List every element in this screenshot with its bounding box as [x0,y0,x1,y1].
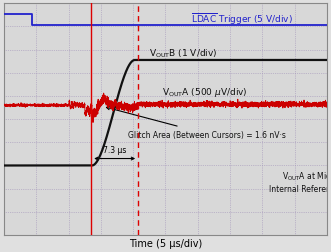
Text: V$_{\mathrm{OUT}}$B (1 V/div): V$_{\mathrm{OUT}}$B (1 V/div) [149,48,218,60]
Text: $\overline{\mathrm{LDAC}}$ Trigger (5 V/div): $\overline{\mathrm{LDAC}}$ Trigger (5 V/… [191,12,293,27]
Text: 7.3 μs: 7.3 μs [103,146,126,155]
Text: Glitch Area (Between Cursors) = 1.6 nV·s: Glitch Area (Between Cursors) = 1.6 nV·s [107,107,286,139]
Text: V$_{\mathrm{OUT}}$A at Midscale Code
Internal Reference Enabled
Gain = 2: V$_{\mathrm{OUT}}$A at Midscale Code Int… [269,170,331,203]
Text: V$_{\mathrm{OUT}}$A (500 $\mu$V/div): V$_{\mathrm{OUT}}$A (500 $\mu$V/div) [162,85,248,98]
X-axis label: Time (5 μs/div): Time (5 μs/div) [129,238,202,248]
